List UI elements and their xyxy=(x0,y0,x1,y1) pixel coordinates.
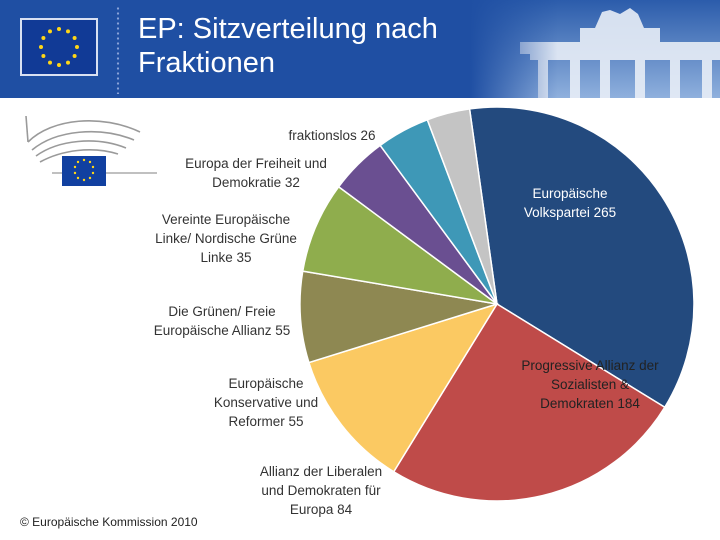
slice-label: Progressive Allianz der Sozialisten & Demo… xyxy=(521,358,659,411)
slice-label: fraktionslos 26 xyxy=(288,128,375,143)
european-parliament-logo-icon xyxy=(25,115,157,186)
header-banner: EP: Sitzverteilung nach Fraktionen xyxy=(0,0,720,98)
slice-label: Europäische Konservative und Reformer 55 xyxy=(214,376,318,429)
pie-chart: Europäische Volkspartei 265 Progressive Al… xyxy=(154,106,695,517)
brandenburg-gate-photo xyxy=(470,0,720,98)
banner-divider xyxy=(116,6,120,94)
pie-slice xyxy=(468,106,695,409)
pie-slice xyxy=(307,302,499,473)
slice-label: Europa der Freiheit und Demokratie 32 xyxy=(185,156,327,190)
slice-label: Vereinte Europäische Linke/ Nordische Grü… xyxy=(155,212,297,265)
slice-label: Allianz der Liberalen und Demokraten für E… xyxy=(260,464,382,517)
page-title: EP: Sitzverteilung nach Fraktionen xyxy=(138,13,438,79)
copyright-text: © Europäische Kommission 2010 xyxy=(20,515,198,529)
slice-label: Europäische Volkspartei 265 xyxy=(524,186,616,220)
pie-slice xyxy=(426,108,498,305)
eu-flag-icon xyxy=(20,18,98,76)
pie-slice xyxy=(392,302,666,502)
slice-label: Die Grünen/ Freie Europäische Allianz 55 xyxy=(154,304,291,338)
